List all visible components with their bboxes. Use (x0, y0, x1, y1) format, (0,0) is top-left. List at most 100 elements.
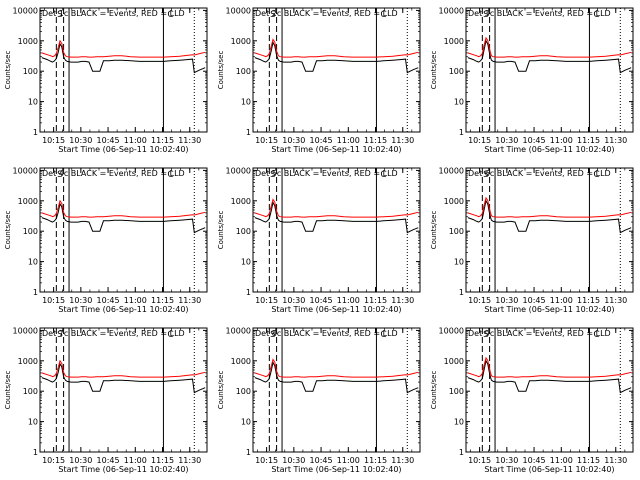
y-tick-label: 1 (246, 448, 251, 457)
x-tick-label: 10:30 (282, 136, 305, 145)
marker-label: S (270, 10, 276, 20)
x-tick-label: 11:15 (364, 456, 387, 465)
y-axis-label: Counts/sec (430, 371, 438, 410)
panel-4: Det 4c BLACK = Events, RED = LLD 1 10 100 10… (4, 166, 208, 314)
x-tick-label: 10:15 (255, 456, 278, 465)
y-tick-label: 10000 (13, 166, 38, 175)
y-tick-label: 10 (454, 258, 464, 267)
marker-label: C (167, 170, 173, 180)
series-lld-line (467, 196, 632, 218)
panel-1: Det 1c BLACK = Events, RED = LLD 1 10 100 10… (4, 6, 208, 154)
x-axis-label: Start Time (06-Sep-11 10:02:40) (484, 145, 614, 154)
y-axis-label: Counts/sec (217, 51, 225, 90)
y-tick-label: 1000 (231, 197, 251, 206)
series-lld-line (41, 199, 206, 218)
y-tick-label: 10000 (13, 326, 38, 335)
y-tick-label: 1000 (18, 197, 38, 206)
y-tick-label: 10000 (439, 166, 464, 175)
plot-frame (465, 327, 634, 453)
x-axis-label: Start Time (06-Sep-11 10:02:40) (271, 305, 401, 314)
y-tick-label: 100 (23, 227, 38, 236)
y-tick-label: 1000 (444, 357, 464, 366)
panel-7: Det 7c BLACK = Events, RED = LLD 1 10 100 10… (4, 326, 208, 474)
y-tick-label: 1 (33, 128, 38, 137)
x-tick-label: 11:30 (391, 456, 414, 465)
x-tick-label: 10:30 (282, 456, 305, 465)
marker-label: C (593, 170, 599, 180)
series-events-line (467, 39, 632, 74)
marker-label: S (483, 10, 489, 20)
series-lld-line (41, 359, 206, 378)
series-events-line (254, 361, 419, 394)
y-tick-label: 10 (28, 418, 38, 427)
series-events-line (254, 41, 419, 74)
marker-label: S (57, 170, 63, 180)
x-tick-label: 10:30 (69, 296, 92, 305)
x-axis-label: Start Time (06-Sep-11 10:02:40) (58, 305, 188, 314)
plot-frame (465, 167, 634, 293)
x-tick-label: 10:45 (310, 296, 333, 305)
x-tick-label: 11:00 (550, 296, 573, 305)
marker-label: C (380, 10, 386, 20)
x-tick-label: 11:00 (124, 296, 147, 305)
series-events-line (41, 362, 206, 394)
panel-5: Det 5c BLACK = Events, RED = LLD 1 10 100 10… (217, 166, 421, 314)
x-tick-label: 10:45 (523, 296, 546, 305)
y-tick-label: 1 (33, 448, 38, 457)
y-axis-label: Counts/sec (217, 211, 225, 250)
y-tick-label: 100 (449, 227, 464, 236)
plot-frame (465, 7, 634, 133)
x-tick-label: 10:30 (495, 296, 518, 305)
x-tick-label: 11:00 (337, 136, 360, 145)
series-events-line (254, 201, 419, 234)
x-axis-label: Start Time (06-Sep-11 10:02:40) (58, 145, 188, 154)
x-tick-label: 11:30 (604, 456, 627, 465)
x-tick-label: 10:45 (97, 296, 120, 305)
y-tick-label: 10000 (226, 326, 251, 335)
x-tick-label: 10:15 (42, 296, 65, 305)
panel-3: Det 3c BLACK = Events, RED = LLD 1 10 100 10… (430, 6, 634, 154)
y-tick-label: 1000 (231, 37, 251, 46)
marker-label: S (483, 330, 489, 340)
x-tick-label: 11:30 (391, 136, 414, 145)
y-tick-label: 10000 (226, 166, 251, 175)
x-tick-label: 11:30 (391, 296, 414, 305)
y-tick-label: 1 (246, 128, 251, 137)
x-tick-label: 10:15 (255, 296, 278, 305)
series-events-line (41, 42, 206, 74)
panel-9: Det 9c BLACK = Events, RED = LLD 1 10 100 10… (430, 326, 634, 474)
x-tick-label: 11:15 (151, 456, 174, 465)
series-lld-line (254, 38, 419, 58)
y-tick-label: 1000 (18, 357, 38, 366)
x-tick-label: 10:15 (468, 456, 491, 465)
y-tick-label: 10000 (439, 326, 464, 335)
x-tick-label: 10:45 (310, 136, 333, 145)
plot-frame (39, 7, 208, 133)
y-tick-label: 1000 (444, 37, 464, 46)
y-axis-label: Counts/sec (430, 211, 438, 250)
plot-frame (39, 327, 208, 453)
x-tick-label: 11:00 (337, 456, 360, 465)
plot-frame (39, 167, 208, 293)
x-tick-label: 10:45 (310, 456, 333, 465)
panel-title: Det 1c BLACK = Events, RED = LLD (42, 9, 185, 18)
marker-label: S (483, 170, 489, 180)
x-tick-label: 10:30 (495, 456, 518, 465)
x-tick-label: 10:45 (523, 456, 546, 465)
series-events-line (467, 359, 632, 394)
y-tick-label: 1 (246, 288, 251, 297)
y-tick-label: 10 (454, 418, 464, 427)
x-tick-label: 11:15 (577, 136, 600, 145)
y-tick-label: 1000 (444, 197, 464, 206)
x-tick-label: 11:00 (124, 136, 147, 145)
plot-frame (252, 327, 421, 453)
y-tick-label: 100 (236, 67, 251, 76)
x-tick-label: 10:30 (495, 136, 518, 145)
series-lld-line (254, 198, 419, 218)
panel-title: Det 5c BLACK = Events, RED = LLD (255, 169, 398, 178)
marker-label: S (270, 170, 276, 180)
panel-title: Det 2c BLACK = Events, RED = LLD (255, 9, 398, 18)
plot-frame (252, 7, 421, 133)
x-tick-label: 11:15 (577, 456, 600, 465)
x-axis-label: Start Time (06-Sep-11 10:02:40) (58, 465, 188, 474)
